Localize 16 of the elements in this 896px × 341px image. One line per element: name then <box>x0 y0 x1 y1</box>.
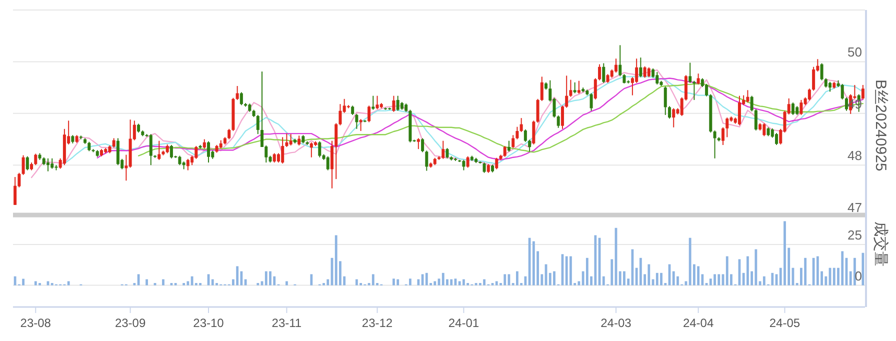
y-axis-title: B丝20240925 <box>872 80 889 172</box>
y-axis-title: 成交量 <box>872 221 889 266</box>
x-tick-label: 23-09 <box>114 316 146 330</box>
x-tick-label: 23-08 <box>20 316 52 330</box>
y-tick-label: 48 <box>848 148 862 164</box>
y-tick-label: 47 <box>848 200 862 215</box>
x-tick-label: 23-11 <box>272 316 302 330</box>
x-tick-label: 24-05 <box>769 316 800 330</box>
x-tick-label: 24-01 <box>448 316 480 330</box>
x-tick-label: 24-04 <box>682 316 714 330</box>
x-tick-label: 24-03 <box>600 316 632 330</box>
y-tick-label: 50 <box>848 44 862 60</box>
y-tick-label: 25 <box>848 228 862 243</box>
x-tick-label: 23-10 <box>193 316 224 330</box>
x-tick-label: 23-12 <box>362 316 393 330</box>
y-tick-label: 49 <box>848 96 862 112</box>
